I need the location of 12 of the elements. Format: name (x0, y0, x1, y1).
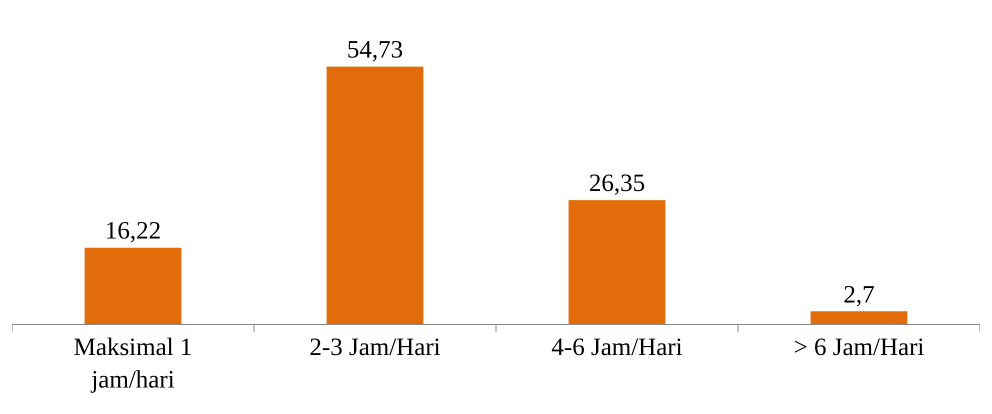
bar (810, 311, 908, 324)
x-tick-label: 2-3 Jam/Hari (309, 334, 441, 361)
data-label: 26,35 (588, 170, 646, 198)
data-label: 16,22 (104, 218, 162, 245)
data-label: 54,73 (346, 36, 404, 64)
x-tick-label: > 6 Jam/Hari (794, 334, 924, 361)
x-tick-label: Maksimal 1 jam/hari (74, 334, 192, 394)
bar (326, 66, 424, 324)
bar (84, 248, 182, 324)
data-label: 2,7 (843, 281, 875, 308)
x-tick-label: 4-6 Jam/Hari (551, 334, 683, 361)
bar (568, 200, 666, 324)
